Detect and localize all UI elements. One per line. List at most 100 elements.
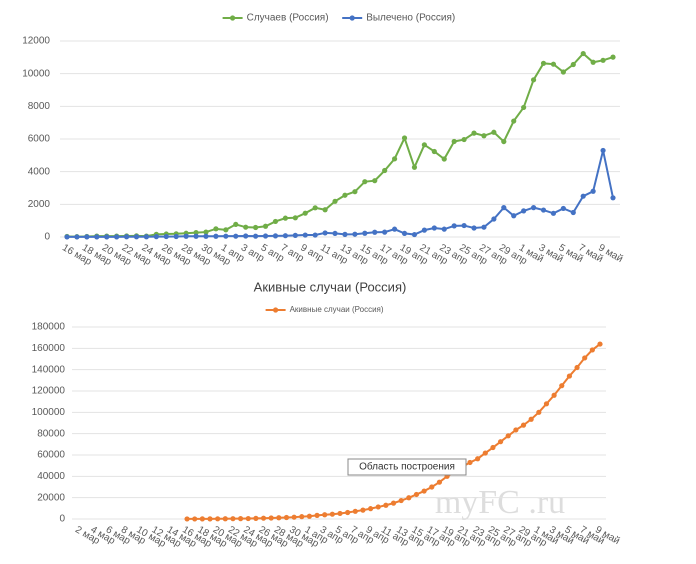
point bbox=[481, 133, 487, 139]
point bbox=[64, 234, 70, 240]
point bbox=[511, 118, 517, 124]
point bbox=[543, 401, 550, 407]
point bbox=[352, 508, 358, 514]
point bbox=[282, 233, 288, 239]
point bbox=[183, 233, 189, 239]
point bbox=[332, 230, 338, 237]
point bbox=[590, 188, 596, 194]
point bbox=[375, 504, 381, 510]
tooltip-box bbox=[347, 458, 467, 476]
point bbox=[230, 516, 236, 522]
point bbox=[282, 215, 288, 221]
point bbox=[471, 225, 477, 231]
point bbox=[530, 205, 537, 211]
point bbox=[345, 509, 351, 516]
y-tick-label: 8000 bbox=[28, 101, 51, 112]
y-tick-label: 80000 bbox=[37, 428, 65, 439]
point bbox=[383, 502, 389, 508]
point bbox=[401, 230, 408, 237]
point bbox=[461, 222, 467, 229]
legend-marker bbox=[349, 15, 355, 21]
y-tick-label: 0 bbox=[44, 232, 50, 243]
point bbox=[431, 225, 437, 231]
point bbox=[372, 178, 378, 184]
point bbox=[398, 497, 404, 504]
point bbox=[550, 210, 557, 216]
point bbox=[461, 136, 467, 143]
point bbox=[451, 223, 457, 229]
point bbox=[597, 341, 603, 347]
watermark: myFC .ru bbox=[435, 484, 565, 521]
point bbox=[302, 210, 308, 216]
point bbox=[74, 234, 80, 240]
point bbox=[580, 50, 586, 57]
point bbox=[268, 515, 274, 521]
point bbox=[322, 230, 328, 236]
point bbox=[411, 231, 418, 238]
legend-marker bbox=[230, 15, 236, 21]
point bbox=[299, 514, 305, 520]
point bbox=[392, 226, 398, 232]
legend-label: Вылечено (Россия) bbox=[366, 13, 455, 24]
series-line bbox=[67, 150, 614, 238]
point bbox=[222, 516, 228, 522]
point bbox=[276, 515, 282, 521]
point bbox=[94, 234, 100, 240]
point bbox=[528, 416, 534, 422]
point bbox=[207, 516, 213, 522]
point bbox=[360, 507, 366, 513]
point bbox=[574, 364, 580, 371]
y-tick-label: 140000 bbox=[32, 364, 66, 375]
point bbox=[367, 506, 374, 512]
tooltip: Область построения bbox=[359, 461, 455, 473]
point bbox=[520, 422, 527, 428]
point bbox=[490, 444, 496, 451]
point bbox=[192, 516, 198, 522]
y-tick-label: 0 bbox=[59, 514, 65, 525]
point bbox=[431, 148, 437, 155]
point bbox=[332, 198, 338, 204]
point bbox=[223, 233, 229, 239]
point bbox=[590, 59, 596, 65]
point bbox=[530, 77, 537, 83]
point bbox=[213, 226, 219, 232]
point bbox=[570, 61, 576, 68]
point bbox=[521, 208, 527, 214]
legend-marker bbox=[273, 307, 279, 313]
point bbox=[292, 215, 298, 221]
point bbox=[237, 516, 244, 522]
point bbox=[342, 231, 348, 237]
point bbox=[272, 218, 279, 225]
point bbox=[337, 510, 343, 517]
y-tick-label: 20000 bbox=[37, 492, 65, 503]
point bbox=[114, 234, 120, 240]
point bbox=[322, 207, 328, 213]
point bbox=[233, 233, 239, 239]
point bbox=[272, 233, 279, 239]
point bbox=[184, 516, 190, 522]
point bbox=[133, 234, 140, 240]
point bbox=[441, 156, 447, 162]
y-tick-label: 180000 bbox=[32, 322, 66, 333]
point bbox=[253, 515, 259, 521]
point bbox=[123, 234, 130, 240]
point bbox=[262, 223, 269, 229]
point bbox=[610, 54, 616, 60]
y-tick-label: 100000 bbox=[32, 407, 66, 418]
point bbox=[322, 512, 328, 518]
point bbox=[163, 233, 169, 240]
point bbox=[382, 167, 388, 174]
point bbox=[540, 207, 547, 213]
point bbox=[411, 164, 418, 170]
point bbox=[421, 227, 427, 233]
point bbox=[213, 233, 219, 239]
point bbox=[441, 226, 447, 232]
y-tick-label: 120000 bbox=[32, 386, 66, 397]
point bbox=[260, 515, 267, 521]
point bbox=[302, 232, 308, 238]
point bbox=[521, 104, 527, 111]
point bbox=[451, 138, 457, 145]
point bbox=[233, 221, 239, 228]
point bbox=[352, 231, 358, 237]
point bbox=[560, 69, 566, 75]
